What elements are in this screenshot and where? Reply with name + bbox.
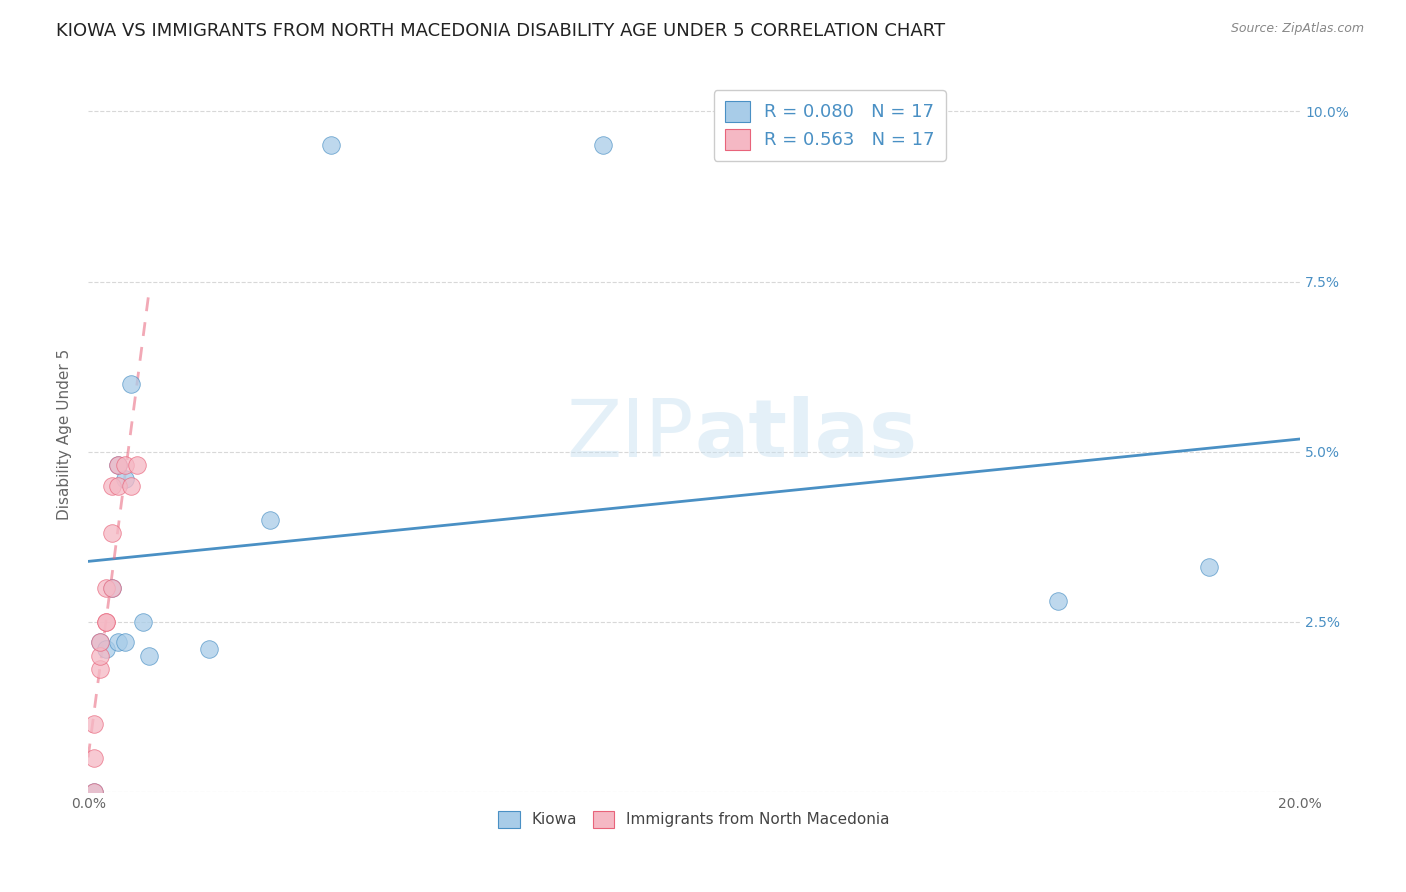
Legend: Kiowa, Immigrants from North Macedonia: Kiowa, Immigrants from North Macedonia <box>492 805 896 834</box>
Point <box>101 581 124 595</box>
Point <box>89 635 111 649</box>
Point <box>101 479 124 493</box>
Point <box>83 785 105 799</box>
Point <box>131 615 153 629</box>
Point <box>114 635 136 649</box>
Point <box>114 458 136 473</box>
Point <box>96 615 118 629</box>
Point <box>259 513 281 527</box>
Point <box>89 648 111 663</box>
Point <box>319 138 342 153</box>
Point <box>107 635 129 649</box>
Point <box>120 376 142 391</box>
Point <box>120 479 142 493</box>
Point <box>89 663 111 677</box>
Point <box>96 581 118 595</box>
Point <box>107 458 129 473</box>
Y-axis label: Disability Age Under 5: Disability Age Under 5 <box>58 349 72 520</box>
Point <box>1198 560 1220 574</box>
Point <box>138 648 160 663</box>
Text: ZIP: ZIP <box>567 396 695 474</box>
Point <box>125 458 148 473</box>
Point <box>101 526 124 541</box>
Point <box>107 479 129 493</box>
Text: Source: ZipAtlas.com: Source: ZipAtlas.com <box>1230 22 1364 36</box>
Point <box>83 717 105 731</box>
Point <box>592 138 614 153</box>
Point <box>96 642 118 657</box>
Text: KIOWA VS IMMIGRANTS FROM NORTH MACEDONIA DISABILITY AGE UNDER 5 CORRELATION CHAR: KIOWA VS IMMIGRANTS FROM NORTH MACEDONIA… <box>56 22 945 40</box>
Point <box>83 751 105 765</box>
Point <box>114 472 136 486</box>
Point <box>107 458 129 473</box>
Point <box>101 581 124 595</box>
Point <box>198 642 221 657</box>
Text: atlas: atlas <box>695 396 917 474</box>
Point <box>1046 594 1069 608</box>
Point <box>96 615 118 629</box>
Point <box>83 785 105 799</box>
Point <box>89 635 111 649</box>
